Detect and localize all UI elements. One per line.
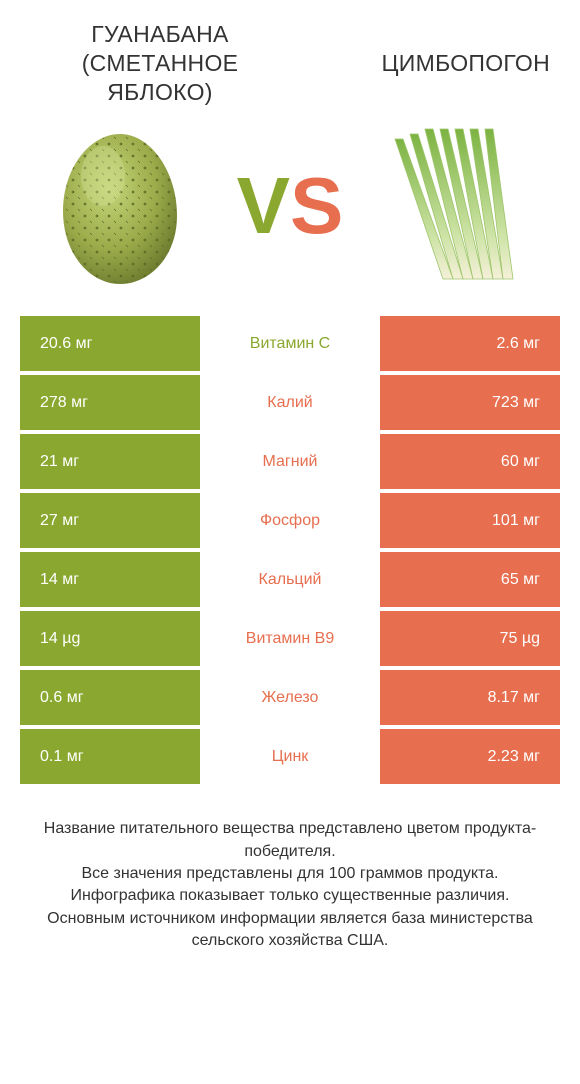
cell-right-value: 2.6 мг xyxy=(380,316,560,371)
cell-nutrient-label: Железо xyxy=(200,670,380,725)
table-row: 14 µgВитамин B975 µg xyxy=(20,611,560,666)
cell-nutrient-label: Фосфор xyxy=(200,493,380,548)
cell-left-value: 14 µg xyxy=(20,611,200,666)
footer-line2: Все значения представлены для 100 граммо… xyxy=(20,863,560,885)
cell-left-value: 21 мг xyxy=(20,434,200,489)
table-row: 20.6 мгВитамин C2.6 мг xyxy=(20,316,560,371)
cell-nutrient-label: Витамин B9 xyxy=(200,611,380,666)
cell-right-value: 101 мг xyxy=(380,493,560,548)
cell-right-value: 723 мг xyxy=(380,375,560,430)
table-row: 27 мгФосфор101 мг xyxy=(20,493,560,548)
cell-nutrient-label: Цинк xyxy=(200,729,380,784)
nutrition-table: 20.6 мгВитамин C2.6 мг278 мгКалий723 мг2… xyxy=(0,316,580,784)
footer: Название питательного вещества представл… xyxy=(0,788,580,952)
cell-right-value: 2.23 мг xyxy=(380,729,560,784)
title-right: ЦИМБОПОГОН xyxy=(290,49,550,78)
cell-left-value: 27 мг xyxy=(20,493,200,548)
cell-right-value: 65 мг xyxy=(380,552,560,607)
title-left: ГУАНАБАНА (СМЕТАННОЕ ЯБЛОКО) xyxy=(30,20,290,106)
cell-nutrient-label: Калий xyxy=(200,375,380,430)
table-row: 278 мгКалий723 мг xyxy=(20,375,560,430)
images-row: VS xyxy=(0,116,580,316)
footer-line1: Название питательного вещества представл… xyxy=(20,818,560,863)
cell-left-value: 14 мг xyxy=(20,552,200,607)
lemongrass-image xyxy=(380,126,540,286)
cell-right-value: 8.17 мг xyxy=(380,670,560,725)
table-row: 0.6 мгЖелезо8.17 мг xyxy=(20,670,560,725)
cell-left-value: 0.1 мг xyxy=(20,729,200,784)
cell-left-value: 20.6 мг xyxy=(20,316,200,371)
cell-left-value: 0.6 мг xyxy=(20,670,200,725)
cell-nutrient-label: Кальций xyxy=(200,552,380,607)
vs-v: V xyxy=(237,161,290,250)
vs-label: VS xyxy=(237,166,344,246)
cell-nutrient-label: Магний xyxy=(200,434,380,489)
footer-line3: Инфографика показывает только существенн… xyxy=(20,885,560,907)
cell-nutrient-label: Витамин C xyxy=(200,316,380,371)
table-row: 21 мгМагний60 мг xyxy=(20,434,560,489)
cell-left-value: 278 мг xyxy=(20,375,200,430)
footer-line4: Основным источником информации является … xyxy=(20,908,560,953)
table-row: 0.1 мгЦинк2.23 мг xyxy=(20,729,560,784)
soursop-image xyxy=(40,126,200,286)
header: ГУАНАБАНА (СМЕТАННОЕ ЯБЛОКО) ЦИМБОПОГОН xyxy=(0,0,580,116)
cell-right-value: 75 µg xyxy=(380,611,560,666)
table-row: 14 мгКальций65 мг xyxy=(20,552,560,607)
cell-right-value: 60 мг xyxy=(380,434,560,489)
vs-s: S xyxy=(290,161,343,250)
